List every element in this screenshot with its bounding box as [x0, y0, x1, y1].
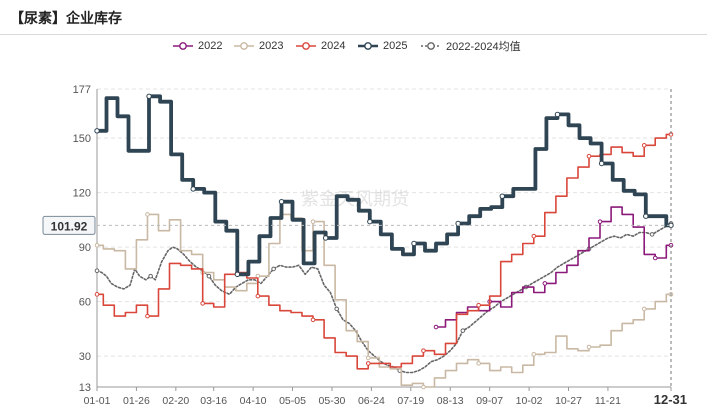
legend-line-icon — [296, 42, 316, 50]
series-point — [421, 348, 426, 353]
legend-label: 2022-2024均值 — [446, 41, 521, 53]
series-point — [310, 219, 316, 224]
y-tick-label: 60 — [79, 297, 91, 309]
series-point — [586, 344, 592, 350]
x-tick-label: 09-07 — [476, 395, 503, 407]
chart-title: 【尿素】企业库存 — [10, 10, 122, 26]
series-point — [365, 361, 371, 366]
legend-line-icon — [234, 42, 254, 50]
series-point — [322, 235, 329, 241]
series-point — [499, 193, 505, 199]
series-point — [271, 266, 276, 272]
series-point — [460, 328, 466, 333]
series-point — [94, 128, 100, 134]
legend-item-2022[interactable]: 2022 — [172, 38, 222, 54]
legend-line-icon — [421, 42, 441, 50]
series-point — [94, 268, 100, 274]
series-point — [643, 213, 649, 219]
series-point — [200, 301, 205, 306]
series-line-2025 — [95, 94, 673, 277]
series-point — [334, 306, 339, 312]
y-tick-label: 13 — [79, 382, 91, 394]
series-line-2023 — [96, 213, 672, 388]
series-point — [597, 219, 603, 224]
series-point — [641, 143, 647, 148]
y-pointer-label: 101.92 — [51, 219, 88, 233]
y-tick-label: 150 — [73, 133, 91, 145]
series-point — [531, 351, 537, 357]
series-point — [641, 306, 647, 312]
x-tick-label: 07-19 — [397, 395, 424, 407]
legend-label: 2024 — [321, 40, 346, 52]
series-point — [476, 361, 481, 366]
series-point — [476, 302, 481, 308]
series-point — [649, 232, 655, 237]
series-point — [598, 160, 605, 167]
x-tick-label: 10-27 — [555, 395, 582, 407]
series-point — [234, 271, 241, 278]
legend-item-2022-2024均值[interactable]: 2022-2024均值 — [420, 38, 521, 54]
x-tick-label: 06-24 — [358, 395, 385, 407]
series-point — [146, 93, 152, 99]
series-point — [554, 111, 561, 118]
series-point — [542, 281, 548, 286]
title-divider — [0, 34, 707, 35]
x-tick-label: 01-01 — [84, 395, 111, 407]
series-point — [148, 273, 153, 279]
y-tick-label: 120 — [73, 188, 91, 200]
legend-label: 2022 — [198, 40, 223, 52]
legend-label: 2023 — [259, 40, 284, 52]
legend-line-icon — [358, 42, 378, 50]
legend-label: 2025 — [383, 40, 408, 52]
series-point — [255, 293, 261, 299]
series-point — [94, 292, 100, 297]
series-point — [145, 313, 150, 319]
y-tick-label: 30 — [79, 351, 91, 363]
series-point — [531, 233, 537, 239]
series-point — [652, 255, 658, 261]
x-tick-label: 03-16 — [200, 395, 227, 407]
legend-item-2025[interactable]: 2025 — [357, 38, 407, 54]
chart-legend: 2022 2023 2024 2025 2022-2024均值 — [0, 38, 707, 54]
x-tick-label: 05-05 — [279, 395, 306, 407]
legend-line-icon — [173, 42, 193, 50]
legend-item-2023[interactable]: 2023 — [233, 38, 283, 54]
x-tick-label: 05-30 — [319, 395, 346, 407]
x-tick-label: 04-10 — [240, 395, 267, 407]
x-tick-label: 10-02 — [516, 395, 543, 407]
x-tick-label: 02-20 — [162, 395, 189, 407]
series-point — [206, 273, 212, 279]
series-line-2024 — [96, 133, 672, 370]
x-tick-label: 01-26 — [123, 395, 150, 407]
legend-item-2024[interactable]: 2024 — [295, 38, 345, 54]
series-point — [94, 242, 100, 248]
series-point — [278, 198, 285, 205]
series-point — [310, 317, 316, 323]
y-tick-label: 177 — [73, 84, 91, 96]
series-point — [145, 212, 150, 217]
x-tick-label: 11-21 — [595, 395, 621, 407]
series-line-2022-2024均值 — [96, 222, 672, 374]
series-point — [365, 355, 371, 361]
series-point — [367, 218, 373, 225]
series-point — [586, 153, 592, 159]
series-point — [190, 186, 196, 192]
series-point — [421, 384, 426, 390]
y-pointer-box — [42, 215, 96, 235]
y-tick-label: 90 — [79, 242, 91, 254]
x-tick-label: 12-31 — [654, 392, 687, 407]
x-tick-label: 08-13 — [437, 395, 464, 407]
series-point — [411, 240, 417, 247]
series-point — [433, 324, 439, 330]
